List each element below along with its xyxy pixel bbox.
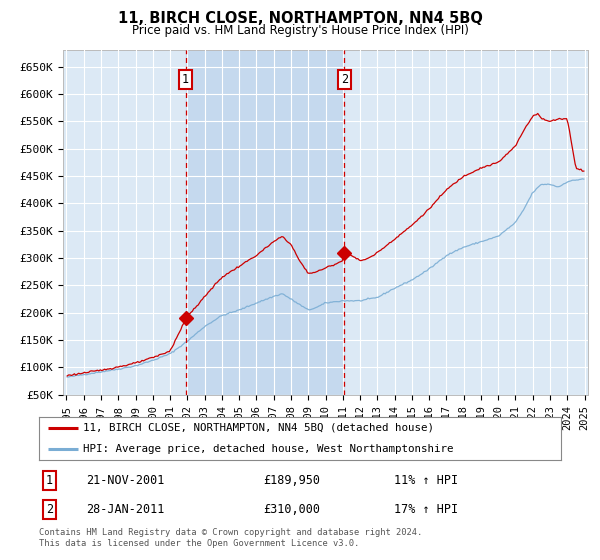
Text: 28-JAN-2011: 28-JAN-2011 xyxy=(86,503,164,516)
Text: £310,000: £310,000 xyxy=(263,503,320,516)
Text: 1: 1 xyxy=(182,73,189,86)
Text: Contains HM Land Registry data © Crown copyright and database right 2024.
This d: Contains HM Land Registry data © Crown c… xyxy=(39,528,422,548)
Text: 17% ↑ HPI: 17% ↑ HPI xyxy=(394,503,458,516)
Text: HPI: Average price, detached house, West Northamptonshire: HPI: Average price, detached house, West… xyxy=(83,445,454,454)
Text: 2: 2 xyxy=(341,73,348,86)
Text: Price paid vs. HM Land Registry's House Price Index (HPI): Price paid vs. HM Land Registry's House … xyxy=(131,24,469,37)
Text: 11, BIRCH CLOSE, NORTHAMPTON, NN4 5BQ (detached house): 11, BIRCH CLOSE, NORTHAMPTON, NN4 5BQ (d… xyxy=(83,423,434,432)
Text: 2: 2 xyxy=(46,503,53,516)
Text: £189,950: £189,950 xyxy=(263,474,320,487)
Text: 11% ↑ HPI: 11% ↑ HPI xyxy=(394,474,458,487)
Text: 21-NOV-2001: 21-NOV-2001 xyxy=(86,474,164,487)
Text: 1: 1 xyxy=(46,474,53,487)
Bar xyxy=(185,50,344,395)
Text: 11, BIRCH CLOSE, NORTHAMPTON, NN4 5BQ: 11, BIRCH CLOSE, NORTHAMPTON, NN4 5BQ xyxy=(118,11,482,26)
